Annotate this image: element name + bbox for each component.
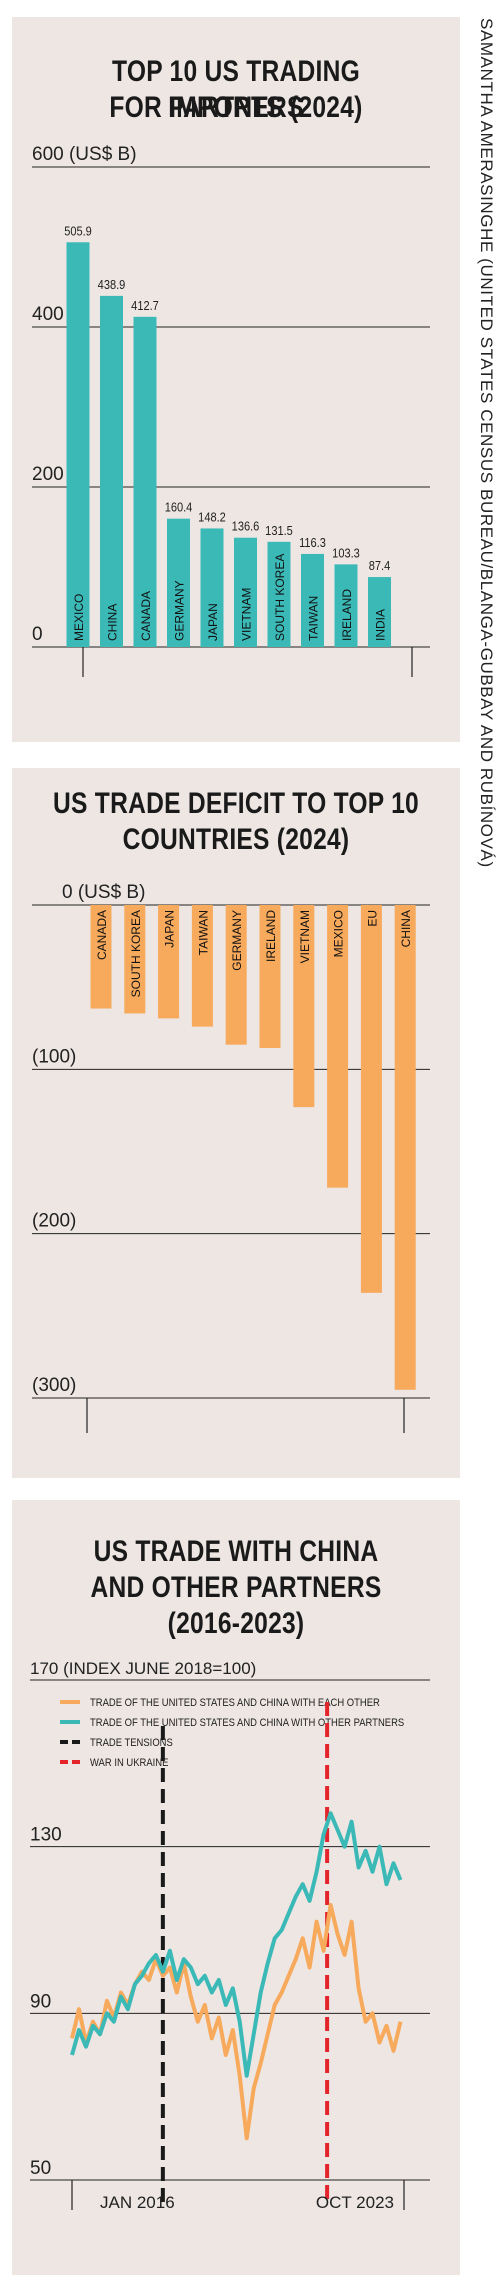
value-label-ireland: 103.3 — [332, 546, 360, 561]
category-label-taiwan: TAIWAN — [196, 910, 210, 955]
bar-india — [368, 577, 391, 647]
bar-vietnam — [293, 905, 315, 1108]
series-line-other-partners — [70, 1811, 403, 2078]
value-label-china: 438.9 — [98, 277, 126, 292]
unit-label: 0 (US$ B) — [62, 882, 145, 903]
category-label-ireland: IRELAND — [340, 589, 354, 641]
legend-label-3: WAR IN UKRAINE — [90, 1757, 169, 1769]
series-line-us-china — [70, 1903, 403, 2141]
bar-canada — [133, 316, 157, 647]
category-label-china: CHINA — [399, 910, 413, 947]
value-label-canada: 412.7 — [131, 298, 159, 313]
trade-index-line-chart: 170 (INDEX JUNE 2018=100) 130 90 50 TRADE OF… — [30, 1659, 430, 2212]
bar-japan — [200, 528, 224, 647]
category-label-japan: JAPAN — [163, 910, 177, 948]
value-label-vietnam: 136.6 — [232, 519, 260, 534]
chart-panel-deficit: US TRADE DEFICIT TO TOP 10 COUNTRIES (20… — [12, 768, 460, 1478]
bar-china — [100, 295, 123, 647]
chart-title-index-line3: (2016-2023) — [167, 1607, 305, 1640]
value-label-japan: 148.2 — [198, 510, 226, 525]
bar-germany — [167, 518, 190, 647]
legend-label-0: TRADE OF THE UNITED STATES AND CHINA WIT… — [90, 1697, 380, 1709]
category-label-china: CHINA — [106, 604, 120, 641]
bar-ireland — [259, 905, 281, 1048]
y-tick-label: 130 — [30, 1825, 62, 1846]
bar-japan — [158, 905, 180, 1019]
category-label-mexico: MEXICO — [72, 594, 86, 641]
bar-taiwan — [301, 553, 324, 647]
chart-title-index-line1: US TRADE WITH CHINA — [93, 1535, 379, 1568]
source-credit: SAMANTHA AMERASINGHE (UNITED STATES CENS… — [477, 18, 496, 868]
bar-canada — [90, 905, 112, 1009]
category-label-india: INDIA — [374, 609, 388, 641]
category-label-eu: EU — [365, 910, 379, 927]
bar-china — [394, 905, 416, 1390]
chart-title-deficit-line1: US TRADE DEFICIT TO TOP 10 — [53, 787, 419, 820]
unit-label: 170 (INDEX JUNE 2018=100) — [30, 1659, 256, 1678]
unit-label: 600 (US$ B) — [32, 144, 137, 165]
bar-taiwan — [191, 905, 213, 1027]
value-label-mexico: 505.9 — [64, 223, 92, 238]
legend-label-2: TRADE TENSIONS — [90, 1737, 173, 1749]
value-label-taiwan: 116.3 — [299, 535, 326, 550]
chart-title-imports-line2: FOR IMPORTS (2024) — [109, 91, 363, 124]
y-tick-label: 200 — [32, 464, 64, 485]
chart-title-imports-line1: TOP 10 US TRADING PARTNERS — [112, 55, 360, 124]
category-label-canada: CANADA — [95, 910, 109, 960]
bar-germany — [225, 905, 247, 1045]
chart-panel-imports: TOP 10 US TRADING PARTNERS FOR IMPORTS (… — [12, 17, 460, 742]
imports-bar-chart: 600 (US$ B) 400 200 0 505.9 MEXICO 438.9 CHINA 4… — [32, 144, 430, 677]
bar-mexico — [66, 242, 90, 647]
chart-panel-trade-index: US TRADE WITH CHINA AND OTHER PARTNERS (… — [12, 1500, 460, 2275]
y-tick-label: (100) — [32, 1046, 76, 1067]
category-label-taiwan: TAIWAN — [307, 596, 321, 641]
category-label-south-korea: SOUTH KOREA — [129, 910, 143, 997]
category-label-mexico: MEXICO — [332, 910, 346, 957]
bar-vietnam — [234, 537, 257, 647]
y-tick-label: 50 — [30, 2158, 51, 2179]
bar-south-korea — [124, 905, 146, 1014]
value-label-germany: 160.4 — [165, 500, 193, 515]
x-tick-label-start: JAN 2016 — [100, 2193, 175, 2212]
category-label-vietnam: VIETNAM — [240, 588, 254, 641]
bar-ireland — [334, 564, 358, 647]
category-label-vietnam: VIETNAM — [298, 910, 312, 963]
category-label-germany: GERMANY — [230, 910, 244, 971]
y-tick-label: (300) — [32, 1375, 76, 1396]
bar-mexico — [327, 905, 349, 1188]
y-tick-label: 0 — [32, 624, 43, 645]
value-label-india: 87.4 — [369, 558, 391, 573]
legend-label-1: TRADE OF THE UNITED STATES AND CHINA WIT… — [90, 1717, 404, 1729]
category-label-ireland: IRELAND — [264, 910, 278, 962]
category-label-japan: JAPAN — [206, 603, 220, 641]
bar-eu — [360, 905, 382, 1293]
category-label-south-korea: SOUTH KOREA — [273, 554, 287, 641]
x-tick-label-end: OCT 2023 — [316, 2193, 394, 2212]
chart-title-index-line2: AND OTHER PARTNERS — [90, 1571, 382, 1604]
bar-south-korea — [267, 541, 291, 647]
y-tick-label: 400 — [32, 304, 64, 325]
value-label-south-korea: 131.5 — [265, 523, 293, 538]
deficit-bar-chart: 0 (US$ B) (100) (200) (300) CANADA SOUTH KORE… — [32, 882, 430, 1433]
chart-title-deficit-line2: COUNTRIES (2024) — [122, 823, 350, 856]
y-tick-label: 90 — [30, 1991, 51, 2012]
category-label-germany: GERMANY — [173, 580, 187, 641]
y-tick-label: (200) — [32, 1211, 76, 1232]
category-label-canada: CANADA — [139, 591, 153, 641]
